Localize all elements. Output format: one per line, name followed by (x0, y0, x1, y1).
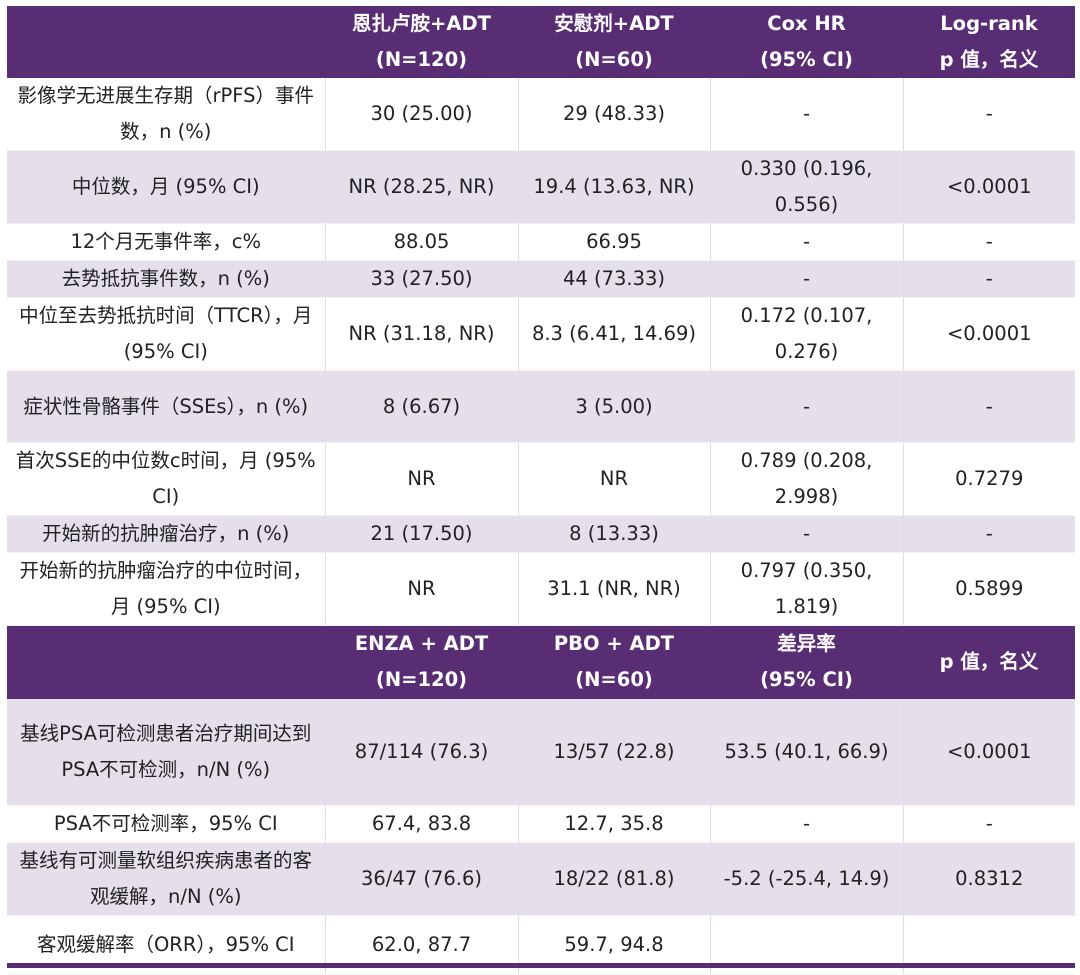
cell-enza-adt: NR (324, 442, 518, 516)
table-row: PSA不可检测率，95% CI 67.4, 83.8 12.7, 35.8- - (7, 805, 1075, 843)
cell-p-value: - (902, 260, 1075, 298)
cell-placebo-adt: 12.7, 35.8 (517, 805, 710, 843)
table-row: 首次SSE的中位数c时间，月 (95% CI) NR NR 0.789 (0.208,… (7, 442, 1075, 516)
table-row: 开始新的抗肿瘤治疗，n (%) 21 (17.50) 8 (13.33) - - (7, 515, 1075, 553)
table-row: 影像学无进展生存期（rPFS）事件数，n (%) 30 (25.00) 29 (48… (7, 78, 1075, 151)
header-row-label (7, 6, 325, 78)
cell-placebo-adt: 44 (73.33) (517, 260, 710, 298)
header-row: 恩扎卢胺+ADT (N=120) 安慰剂+ADT (N=60) Cox HR (95… (7, 6, 1075, 78)
cell-row-label: 影像学无进展生存期（rPFS）事件数，n (%) (7, 78, 325, 151)
cell-hr-or-diff: 53.5 (40.1, 66.9) (709, 698, 903, 806)
cell-hr-or-diff: - (709, 223, 903, 261)
cell-enza-adt: 30 (25.00) (324, 78, 518, 151)
cell-hr-or-diff: - (709, 260, 903, 298)
header-enza-adt: 恩扎卢胺+ADT (N=120) (325, 6, 518, 78)
header-p-value: p 值，名义 (903, 625, 1075, 699)
cell-hr-or-diff: 0.797 (0.350, 1.819) (709, 552, 903, 626)
cell-enza-adt: 21 (17.50) (324, 515, 518, 553)
cell-hr-or-diff: -5.2 (-25.4, 14.9) (709, 842, 903, 916)
cell-placebo-adt: 31.1 (NR, NR) (517, 552, 710, 626)
cell-p-value: - (902, 78, 1075, 151)
cell-row-label: 开始新的抗肿瘤治疗的中位时间，月 (95% CI) (7, 552, 325, 626)
cell-p-value: 0.7279 (902, 442, 1075, 516)
cell-enza-adt: NR (31.18, NR) (324, 297, 518, 371)
header-p-value: Log-rank p 值，名义 (903, 6, 1075, 78)
cell-enza-adt: 88.05 (324, 223, 518, 261)
cell-p-value: <0.0001 (902, 297, 1075, 371)
header-hr-or-diff: Cox HR (95% CI) (710, 6, 903, 78)
header-placebo-adt: 安慰剂+ADT (N=60) (518, 6, 710, 78)
cell-hr-or-diff: - (709, 370, 903, 443)
table-bottom-bar (7, 963, 1075, 968)
cell-p-value: - (902, 370, 1075, 443)
table-row: 症状性骨骼事件（SSEs），n (%) 8 (6.67) 3 (5.00) - - (7, 370, 1075, 443)
table-row: 基线有可测量软组织疾病患者的客观缓解，n/N (%) 36/47 (76.6) 18… (7, 842, 1075, 916)
cell-hr-or-diff: - (709, 515, 903, 553)
cell-hr-or-diff: 0.172 (0.107, 0.276) (709, 297, 903, 371)
results-table: 恩扎卢胺+ADT (N=120) 安慰剂+ADT (N=60) Cox HR (95… (7, 6, 1075, 975)
table-row: 中位数，月 (95% CI) NR (28.25, NR) 19.4 (13.63,… (7, 150, 1075, 224)
cell-placebo-adt: 18/22 (81.8) (517, 842, 710, 916)
cell-p-value: <0.0001 (902, 150, 1075, 224)
cell-placebo-adt: NR (517, 442, 710, 516)
cell-enza-adt: 36/47 (76.6) (324, 842, 518, 916)
cell-enza-adt: 67.4, 83.8 (324, 805, 518, 843)
table-row: 基线PSA可检测患者治疗期间达到PSA不可检测，n/N (%) 87/114 (7… (7, 698, 1075, 806)
cell-enza-adt: 87/114 (76.3) (324, 698, 518, 806)
cell-row-label: 首次SSE的中位数c时间，月 (95% CI) (7, 442, 325, 516)
cell-placebo-adt: 8 (13.33) (517, 515, 710, 553)
cell-placebo-adt: 19.4 (13.63, NR) (517, 150, 710, 224)
cell-enza-adt: 8 (6.67) (324, 370, 518, 443)
cell-enza-adt: NR (324, 552, 518, 626)
header-row-label (7, 625, 325, 699)
cell-p-value: - (902, 805, 1075, 843)
cell-hr-or-diff: - (709, 805, 903, 843)
cell-placebo-adt: 13/57 (22.8) (517, 698, 710, 806)
cell-row-label: 12个月无事件率，c% (7, 223, 325, 261)
table-row: 去势抵抗事件数，n (%) 33 (27.50) 44 (73.33) - - (7, 260, 1075, 298)
cell-hr-or-diff: 0.789 (0.208, 2.998) (709, 442, 903, 516)
cell-placebo-adt: 3 (5.00) (517, 370, 710, 443)
cell-row-label: 中位至去势抵抗时间（TTCR），月 (95% CI) (7, 297, 325, 371)
cell-enza-adt: NR (28.25, NR) (324, 150, 518, 224)
cell-enza-adt: 33 (27.50) (324, 260, 518, 298)
header-enza-adt: ENZA + ADT (N=120) (325, 625, 518, 699)
table-row: 中位至去势抵抗时间（TTCR），月 (95% CI) NR (31.18, NR)… (7, 297, 1075, 371)
cell-placebo-adt: 66.95 (517, 223, 710, 261)
cell-row-label: 基线有可测量软组织疾病患者的客观缓解，n/N (%) (7, 842, 325, 916)
cell-p-value: 0.8312 (902, 842, 1075, 916)
cell-placebo-adt: 8.3 (6.41, 14.69) (517, 297, 710, 371)
cell-row-label: 去势抵抗事件数，n (%) (7, 260, 325, 298)
table-row: 开始新的抗肿瘤治疗的中位时间，月 (95% CI) NR 31.1 (NR, NR)… (7, 552, 1075, 626)
cell-row-label: 开始新的抗肿瘤治疗，n (%) (7, 515, 325, 553)
cell-placebo-adt: 29 (48.33) (517, 78, 710, 151)
header-placebo-adt: PBO + ADT (N=60) (518, 625, 710, 699)
cell-p-value: - (902, 223, 1075, 261)
header-row: ENZA + ADT (N=120) PBO + ADT (N=60) 差异率 (9… (7, 625, 1075, 699)
cell-row-label: 中位数，月 (95% CI) (7, 150, 325, 224)
cell-p-value: - (902, 515, 1075, 553)
cell-hr-or-diff: 0.330 (0.196, 0.556) (709, 150, 903, 224)
cell-p-value: <0.0001 (902, 698, 1075, 806)
cell-row-label: 症状性骨骼事件（SSEs），n (%) (7, 370, 325, 443)
cell-p-value: 0.5899 (902, 552, 1075, 626)
cell-hr-or-diff: - (709, 78, 903, 151)
header-hr-or-diff: 差异率 (95% CI) (710, 625, 903, 699)
cell-row-label: PSA不可检测率，95% CI (7, 805, 325, 843)
table-row: 12个月无事件率，c% 88.05 66.95- - (7, 223, 1075, 261)
cell-row-label: 基线PSA可检测患者治疗期间达到PSA不可检测，n/N (%) (7, 698, 325, 806)
